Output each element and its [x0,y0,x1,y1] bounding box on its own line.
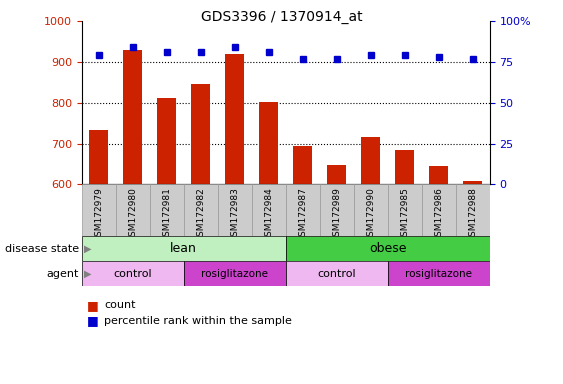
Bar [293,146,312,184]
Bar [82,261,184,286]
Text: GSM172983: GSM172983 [230,187,239,242]
Bar [354,184,388,236]
Text: lean: lean [170,242,197,255]
Text: control: control [113,268,152,279]
Bar [285,261,388,286]
Text: rosiglitazone: rosiglitazone [201,268,268,279]
Text: control: control [318,268,356,279]
Bar [388,184,422,236]
Bar [191,84,210,184]
Text: GSM172986: GSM172986 [434,187,443,242]
Bar [82,184,115,236]
Text: ■: ■ [87,299,99,312]
Bar [320,184,354,236]
Text: ■: ■ [87,314,99,327]
Text: disease state: disease state [5,243,79,254]
Text: GSM172985: GSM172985 [400,187,409,242]
Text: GDS3396 / 1370914_at: GDS3396 / 1370914_at [200,10,363,23]
Bar [456,184,490,236]
Text: GSM172989: GSM172989 [332,187,341,242]
Bar [123,50,142,184]
Bar [218,184,252,236]
Text: rosiglitazone: rosiglitazone [405,268,472,279]
Bar [184,261,286,286]
Bar [157,98,176,184]
Bar [90,130,108,184]
Bar [252,184,286,236]
Text: GSM172990: GSM172990 [367,187,376,242]
Bar [285,184,320,236]
Text: GSM172980: GSM172980 [128,187,137,242]
Bar [388,261,490,286]
Bar [184,184,218,236]
Text: GSM172987: GSM172987 [298,187,307,242]
Text: agent: agent [46,268,79,279]
Text: GSM172981: GSM172981 [162,187,171,242]
Text: ▶: ▶ [84,268,92,279]
Bar [225,54,244,184]
Text: count: count [104,300,136,310]
Bar [430,166,448,184]
Text: obese: obese [369,242,406,255]
Bar [285,236,490,261]
Text: GSM172988: GSM172988 [468,187,477,242]
Text: ▶: ▶ [84,243,92,254]
Bar [115,184,150,236]
Bar [422,184,456,236]
Bar [361,137,380,184]
Bar [150,184,184,236]
Text: GSM172979: GSM172979 [94,187,103,242]
Bar [328,165,346,184]
Bar [395,151,414,184]
Text: percentile rank within the sample: percentile rank within the sample [104,316,292,326]
Text: GSM172984: GSM172984 [264,187,273,242]
Bar [82,236,285,261]
Bar [260,102,278,184]
Text: GSM172982: GSM172982 [196,187,205,242]
Bar [463,181,482,184]
